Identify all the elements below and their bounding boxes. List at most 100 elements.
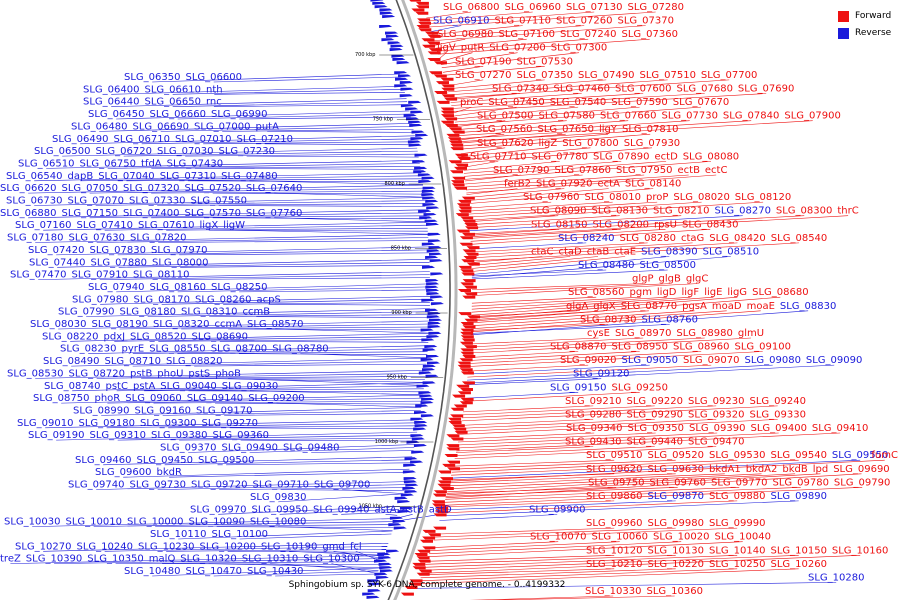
gene-label-slg-08230[interactable]: SLG_08230 [60,344,116,355]
gene-label-pstb[interactable]: pstB [130,368,152,379]
gene-label-ligx[interactable]: ligX [200,220,219,231]
gene-label-slg-09630[interactable]: SLG_09630 [648,464,704,475]
gene-label-slg-07860[interactable]: SLG_07860 [555,165,611,176]
gene-label-slg-08560[interactable]: SLG_08560 [568,287,624,298]
gene-label-slg-06440[interactable]: SLG_06440 [83,97,139,108]
gene-label-slg-08750[interactable]: SLG_08750 [33,393,89,404]
gene-label-slg-07400[interactable]: SLG_07400 [123,208,179,219]
gene-label-slg-07980[interactable]: SLG_07980 [72,294,128,305]
gene-label-slg-09520[interactable]: SLG_09520 [648,450,704,461]
gene-label-slg-07260[interactable]: SLG_07260 [556,16,612,27]
gene-label-slg-09070[interactable]: SLG_09070 [683,355,739,366]
gene-label-slg-08250[interactable]: SLG_08250 [211,282,267,293]
gene-label-slg-09050[interactable]: SLG_09050 [622,355,678,366]
gene-label-slg-09290[interactable]: SLG_09290 [627,409,683,420]
gene-label-slg-09440[interactable]: SLG_09440 [627,437,683,448]
gene-label-slg-08690[interactable]: SLG_08690 [192,331,248,342]
gene-label-slg-09620[interactable]: SLG_09620 [586,464,642,475]
gene-label-slg-07710[interactable]: SLG_07710 [470,151,526,162]
gene-label-slg-08780[interactable]: SLG_08780 [272,344,328,355]
gene-label-slg-07880[interactable]: SLG_07880 [91,257,147,268]
gene-label-ectd[interactable]: ectD [655,151,679,162]
gene-label-slg-09860[interactable]: SLG_09860 [586,491,642,502]
gene-label-slg-10270[interactable]: SLG_10270 [15,541,71,552]
gene-label-slg-09960[interactable]: SLG_09960 [586,518,642,529]
gene-label-slg-10230[interactable]: SLG_10230 [138,541,194,552]
gene-label-slg-09160[interactable]: SLG_09160 [135,405,191,416]
gene-label-slg-08390[interactable]: SLG_08390 [641,247,697,258]
gene-label-slg-08140[interactable]: SLG_08140 [625,179,681,190]
gene-label-slg-07900[interactable]: SLG_07900 [784,111,840,122]
gene-label-slg-07070[interactable]: SLG_07070 [68,196,124,207]
gene-label-slg-09480[interactable]: SLG_09480 [283,443,339,454]
gene-label-slg-09450[interactable]: SLG_09450 [137,455,193,466]
gene-label-slg-09350[interactable]: SLG_09350 [628,423,684,434]
gene-label-slg-09360[interactable]: SLG_09360 [213,430,269,441]
gene-label-pgm[interactable]: pgm [630,287,652,298]
gene-label-slg-10010[interactable]: SLG_10010 [66,517,122,528]
gene-label-slg-09370[interactable]: SLG_09370 [160,443,216,454]
gene-label-slg-10060[interactable]: SLG_10060 [592,532,648,543]
gene-label-slg-07930[interactable]: SLG_07930 [624,138,680,149]
gene-label-glgb[interactable]: glgB [659,274,681,285]
gene-label-slg-09330[interactable]: SLG_09330 [750,409,806,420]
gene-label-rnc[interactable]: rnc [206,97,222,108]
gene-label-slg-06350[interactable]: SLG_06350 [124,72,180,83]
gene-label-slg-09720[interactable]: SLG_09720 [191,480,247,491]
gene-label-slg-09390[interactable]: SLG_09390 [689,423,745,434]
gene-label-slg-07230[interactable]: SLG_07230 [219,146,275,157]
gene-label-ligy[interactable]: ligY [599,124,618,135]
gene-label-slg-07790[interactable]: SLG_07790 [493,165,549,176]
gene-label-slg-08730[interactable]: SLG_08730 [580,314,636,325]
gene-label-slg-07910[interactable]: SLG_07910 [72,270,128,281]
gene-label-slg-07760[interactable]: SLG_07760 [246,208,302,219]
gene-label-slg-06980[interactable]: SLG_06980 [437,29,493,40]
gene-label-puta[interactable]: putA [256,121,280,132]
gene-label-glgp[interactable]: glgP [632,274,654,285]
gene-label-slg-07660[interactable]: SLG_07660 [600,111,656,122]
gene-label-slg-09700[interactable]: SLG_09700 [314,480,370,491]
gene-label-slg-09400[interactable]: SLG_09400 [751,423,807,434]
gene-label-dapb[interactable]: dapB [68,171,94,182]
gene-label-slg-09500[interactable]: SLG_09500 [198,455,254,466]
gene-label-slg-07150[interactable]: SLG_07150 [62,208,118,219]
gene-label-slg-07780[interactable]: SLG_07780 [532,151,588,162]
gene-label-slg-07350[interactable]: SLG_07350 [517,70,573,81]
gene-label-slg-08430[interactable]: SLG_08430 [682,219,738,230]
gene-label-slg-09770[interactable]: SLG_09770 [711,477,767,488]
gene-label-slg-09150[interactable]: SLG_09150 [550,382,606,393]
gene-label-slg-09120[interactable]: SLG_09120 [573,369,629,380]
gene-label-slg-06960[interactable]: SLG_06960 [505,2,561,13]
gene-label-slg-06610[interactable]: SLG_06610 [145,84,201,95]
gene-label-slg-08160[interactable]: SLG_08160 [150,282,206,293]
gene-label-slg-08030[interactable]: SLG_08030 [30,319,86,330]
gene-label-prop[interactable]: proP [646,192,668,203]
gene-label-slg-09210[interactable]: SLG_09210 [565,396,621,407]
gene-label-ctae[interactable]: ctaE [614,247,636,258]
gene-label-slg-09970[interactable]: SLG_09970 [190,504,246,515]
gene-label-slg-09090[interactable]: SLG_09090 [806,355,862,366]
gene-label-slg-09870[interactable]: SLG_09870 [648,491,704,502]
gene-label-slg-06800[interactable]: SLG_06800 [443,2,499,13]
gene-label-acps[interactable]: acpS [257,294,281,305]
gene-label-phor[interactable]: phoR [95,393,121,404]
gene-label-slg-06650[interactable]: SLG_06650 [145,97,201,108]
gene-label-slg-06480[interactable]: SLG_06480 [71,121,127,132]
gene-label-slg-08550[interactable]: SLG_08550 [149,344,205,355]
gene-label-slg-09240[interactable]: SLG_09240 [750,396,806,407]
gene-label-slg-08700[interactable]: SLG_08700 [211,344,267,355]
gene-label-slg-08980[interactable]: SLG_08980 [676,328,732,339]
gene-label-slg-10070[interactable]: SLG_10070 [530,532,586,543]
gene-label-slg-10280[interactable]: SLG_10280 [808,572,864,583]
gene-label-slg-07310[interactable]: SLG_07310 [160,171,216,182]
gene-label-slg-09080[interactable]: SLG_09080 [745,355,801,366]
gene-label-slg-07800[interactable]: SLG_07800 [562,138,618,149]
gene-label-phob[interactable]: phoB [215,368,241,379]
gene-label-slg-10300[interactable]: SLG_10300 [303,554,359,565]
gene-label-ectc[interactable]: ectC [705,165,728,176]
gene-label-glgx[interactable]: glgX [593,301,615,312]
gene-label-slg-09030[interactable]: SLG_09030 [222,381,278,392]
gene-label-slg-06510[interactable]: SLG_06510 [18,158,74,169]
gene-label-slg-09380[interactable]: SLG_09380 [151,430,207,441]
gene-label-slg-07500[interactable]: SLG_07500 [477,111,533,122]
